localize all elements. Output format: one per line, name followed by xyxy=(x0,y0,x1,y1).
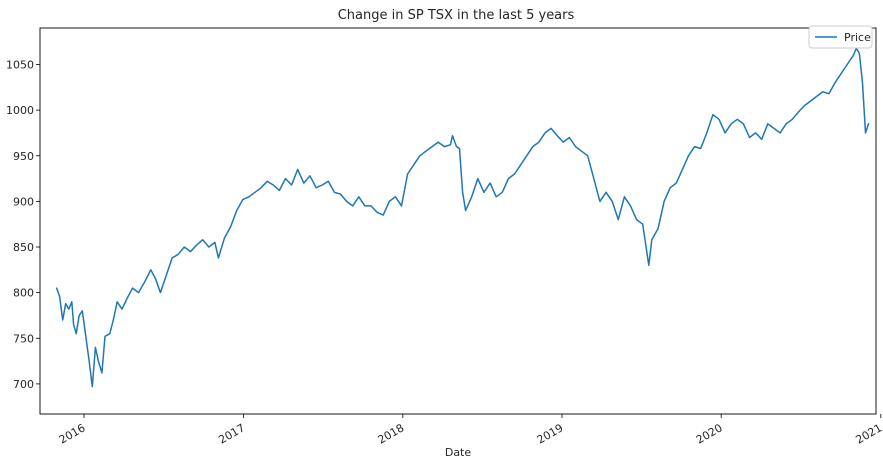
y-tick-label: 850 xyxy=(13,241,34,254)
x-tick-label: 2021 xyxy=(854,421,883,446)
x-tick-label: 2019 xyxy=(535,421,566,446)
x-tick-label: 2020 xyxy=(694,421,725,446)
x-tick-label: 2018 xyxy=(376,421,407,446)
legend: Price xyxy=(808,25,873,49)
x-axis-ticks: 2016 2017 2018 2019 2020 2021 xyxy=(57,414,883,447)
plot-area-frame xyxy=(39,27,877,415)
y-axis-ticks: 700 750 800 850 900 950 1000 1050 xyxy=(6,59,40,391)
x-tick-label: 2016 xyxy=(57,421,88,446)
chart-title: Change in SP TSX in the last 5 years xyxy=(338,8,575,23)
y-tick-label: 1000 xyxy=(6,104,34,117)
y-tick-label: 750 xyxy=(13,332,34,345)
legend-box xyxy=(808,25,873,49)
x-axis-label: Date xyxy=(445,446,472,459)
x-tick-label: 2017 xyxy=(216,421,247,446)
series-line-price xyxy=(55,47,870,388)
y-tick-label: 900 xyxy=(13,195,34,208)
y-tick-label: 950 xyxy=(13,150,34,163)
y-tick-label: 800 xyxy=(13,287,34,300)
legend-label-price: Price xyxy=(844,31,871,44)
y-tick-label: 700 xyxy=(13,378,34,391)
y-tick-label: 1050 xyxy=(6,59,34,72)
